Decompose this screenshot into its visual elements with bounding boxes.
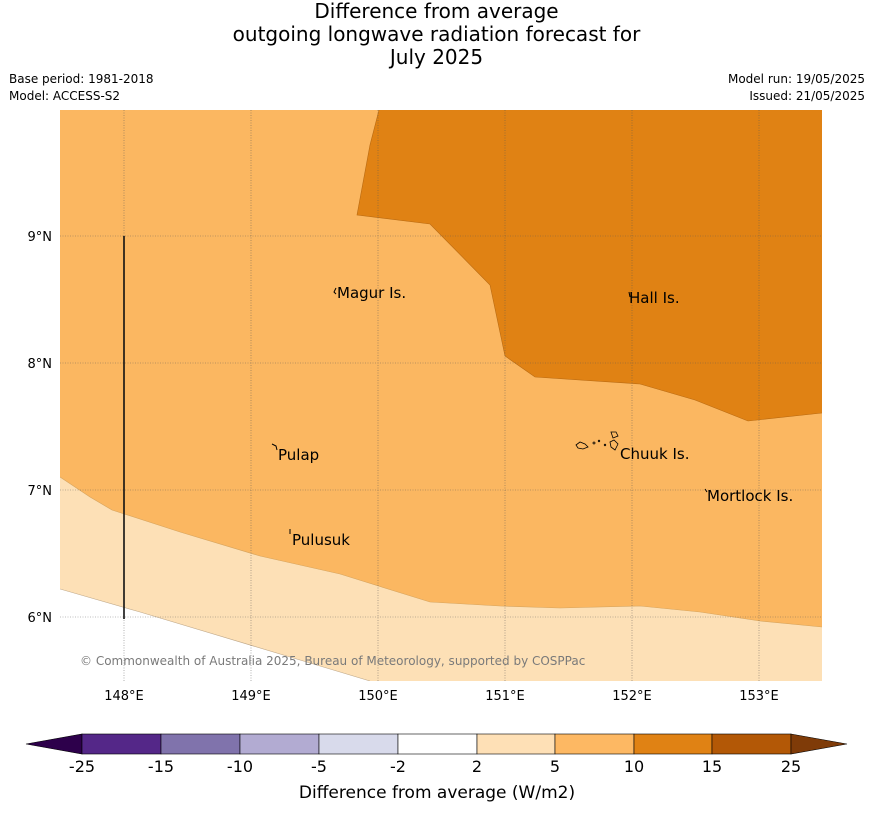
meta-right: Model run: 19/05/2025 Issued: 21/05/2025 [728, 71, 865, 105]
colorbar-tick-label: -5 [311, 757, 327, 776]
colorbar-ticks: -25 -15 -10 -5 -2 2 5 10 15 25 [69, 757, 801, 776]
island-magur [333, 287, 337, 295]
island-pulap [271, 443, 278, 451]
lon-tick-label: 150°E [358, 689, 398, 704]
title-line-3: July 2025 [389, 45, 484, 69]
colorbar-tick-label: -10 [227, 757, 253, 776]
colorbar-swatch [81, 733, 162, 755]
islands [271, 287, 708, 534]
island-mortlock [704, 488, 708, 493]
colorbar [25, 733, 848, 755]
lon-tick-label: 151°E [485, 689, 525, 704]
issued-date: Issued: 21/05/2025 [749, 89, 865, 103]
lon-tick-label: 148°E [104, 689, 144, 704]
map-area: Magur Is. Hall Is. Pulap Chuuk Is. Mortl… [60, 110, 822, 681]
colorbar-tick-label: 25 [781, 757, 801, 776]
place-label-hall: Hall Is. [629, 289, 680, 307]
colorbar-tick-label: -25 [69, 757, 95, 776]
lat-tick-label: 9°N [28, 230, 53, 245]
base-period: Base period: 1981-2018 [9, 72, 154, 86]
colorbar-swatch [711, 733, 792, 755]
place-label-magur: Magur Is. [337, 284, 406, 302]
contour-line [60, 588, 371, 681]
colorbar-extend-high [790, 733, 848, 755]
title-line-1: Difference from average [314, 0, 559, 23]
place-label-mortlock: Mortlock Is. [707, 487, 793, 505]
copyright-notice: © Commonwealth of Australia 2025, Bureau… [80, 654, 585, 668]
lon-axis: 148°E 149°E 150°E 151°E 152°E 153°E [104, 689, 779, 704]
meta-left: Base period: 1981-2018 Model: ACCESS-S2 [9, 71, 154, 105]
model-run: Model run: 19/05/2025 [727, 72, 865, 86]
place-label-chuuk: Chuuk Is. [620, 445, 689, 463]
colorbar-swatch [160, 733, 241, 755]
colorbar-swatch [318, 733, 399, 755]
colorbar-label: Difference from average (W/m2) [299, 783, 575, 803]
zone-10-to-15 [357, 110, 822, 421]
place-label-pulap: Pulap [278, 446, 319, 464]
island-hall [628, 291, 631, 298]
lon-tick-label: 149°E [231, 689, 271, 704]
place-label-pulusuk: Pulusuk [292, 531, 350, 549]
lat-tick-label: 8°N [28, 357, 53, 372]
colorbar-tick-label: -2 [390, 757, 406, 776]
contour-line [60, 476, 822, 628]
lon-tick-label: 152°E [612, 689, 652, 704]
colorbar-tick-label: 10 [624, 757, 644, 776]
colorbar-swatch [554, 733, 635, 755]
lat-tick-label: 6°N [28, 611, 53, 626]
model-name: Model: ACCESS-S2 [9, 89, 121, 103]
colorbar-tick-label: -15 [148, 757, 174, 776]
lat-axis: 9°N 8°N 7°N 6°N [28, 230, 53, 626]
chart-title: Difference from average outgoing longwav… [0, 0, 873, 69]
title-line-2: outgoing longwave radiation forecast for [232, 22, 641, 46]
colorbar-tick-label: 2 [472, 757, 482, 776]
colorbar-swatch [239, 733, 320, 755]
colorbar-tick-label: 5 [550, 757, 560, 776]
colorbar-swatch [397, 733, 478, 755]
lon-tick-label: 153°E [739, 689, 779, 704]
colorbar-swatch [476, 733, 556, 755]
island-chuuk [575, 431, 619, 451]
colorbar-swatch [633, 733, 713, 755]
colorbar-tick-label: 15 [702, 757, 722, 776]
colorbar-extend-low [25, 733, 83, 755]
lat-tick-label: 7°N [28, 484, 53, 499]
